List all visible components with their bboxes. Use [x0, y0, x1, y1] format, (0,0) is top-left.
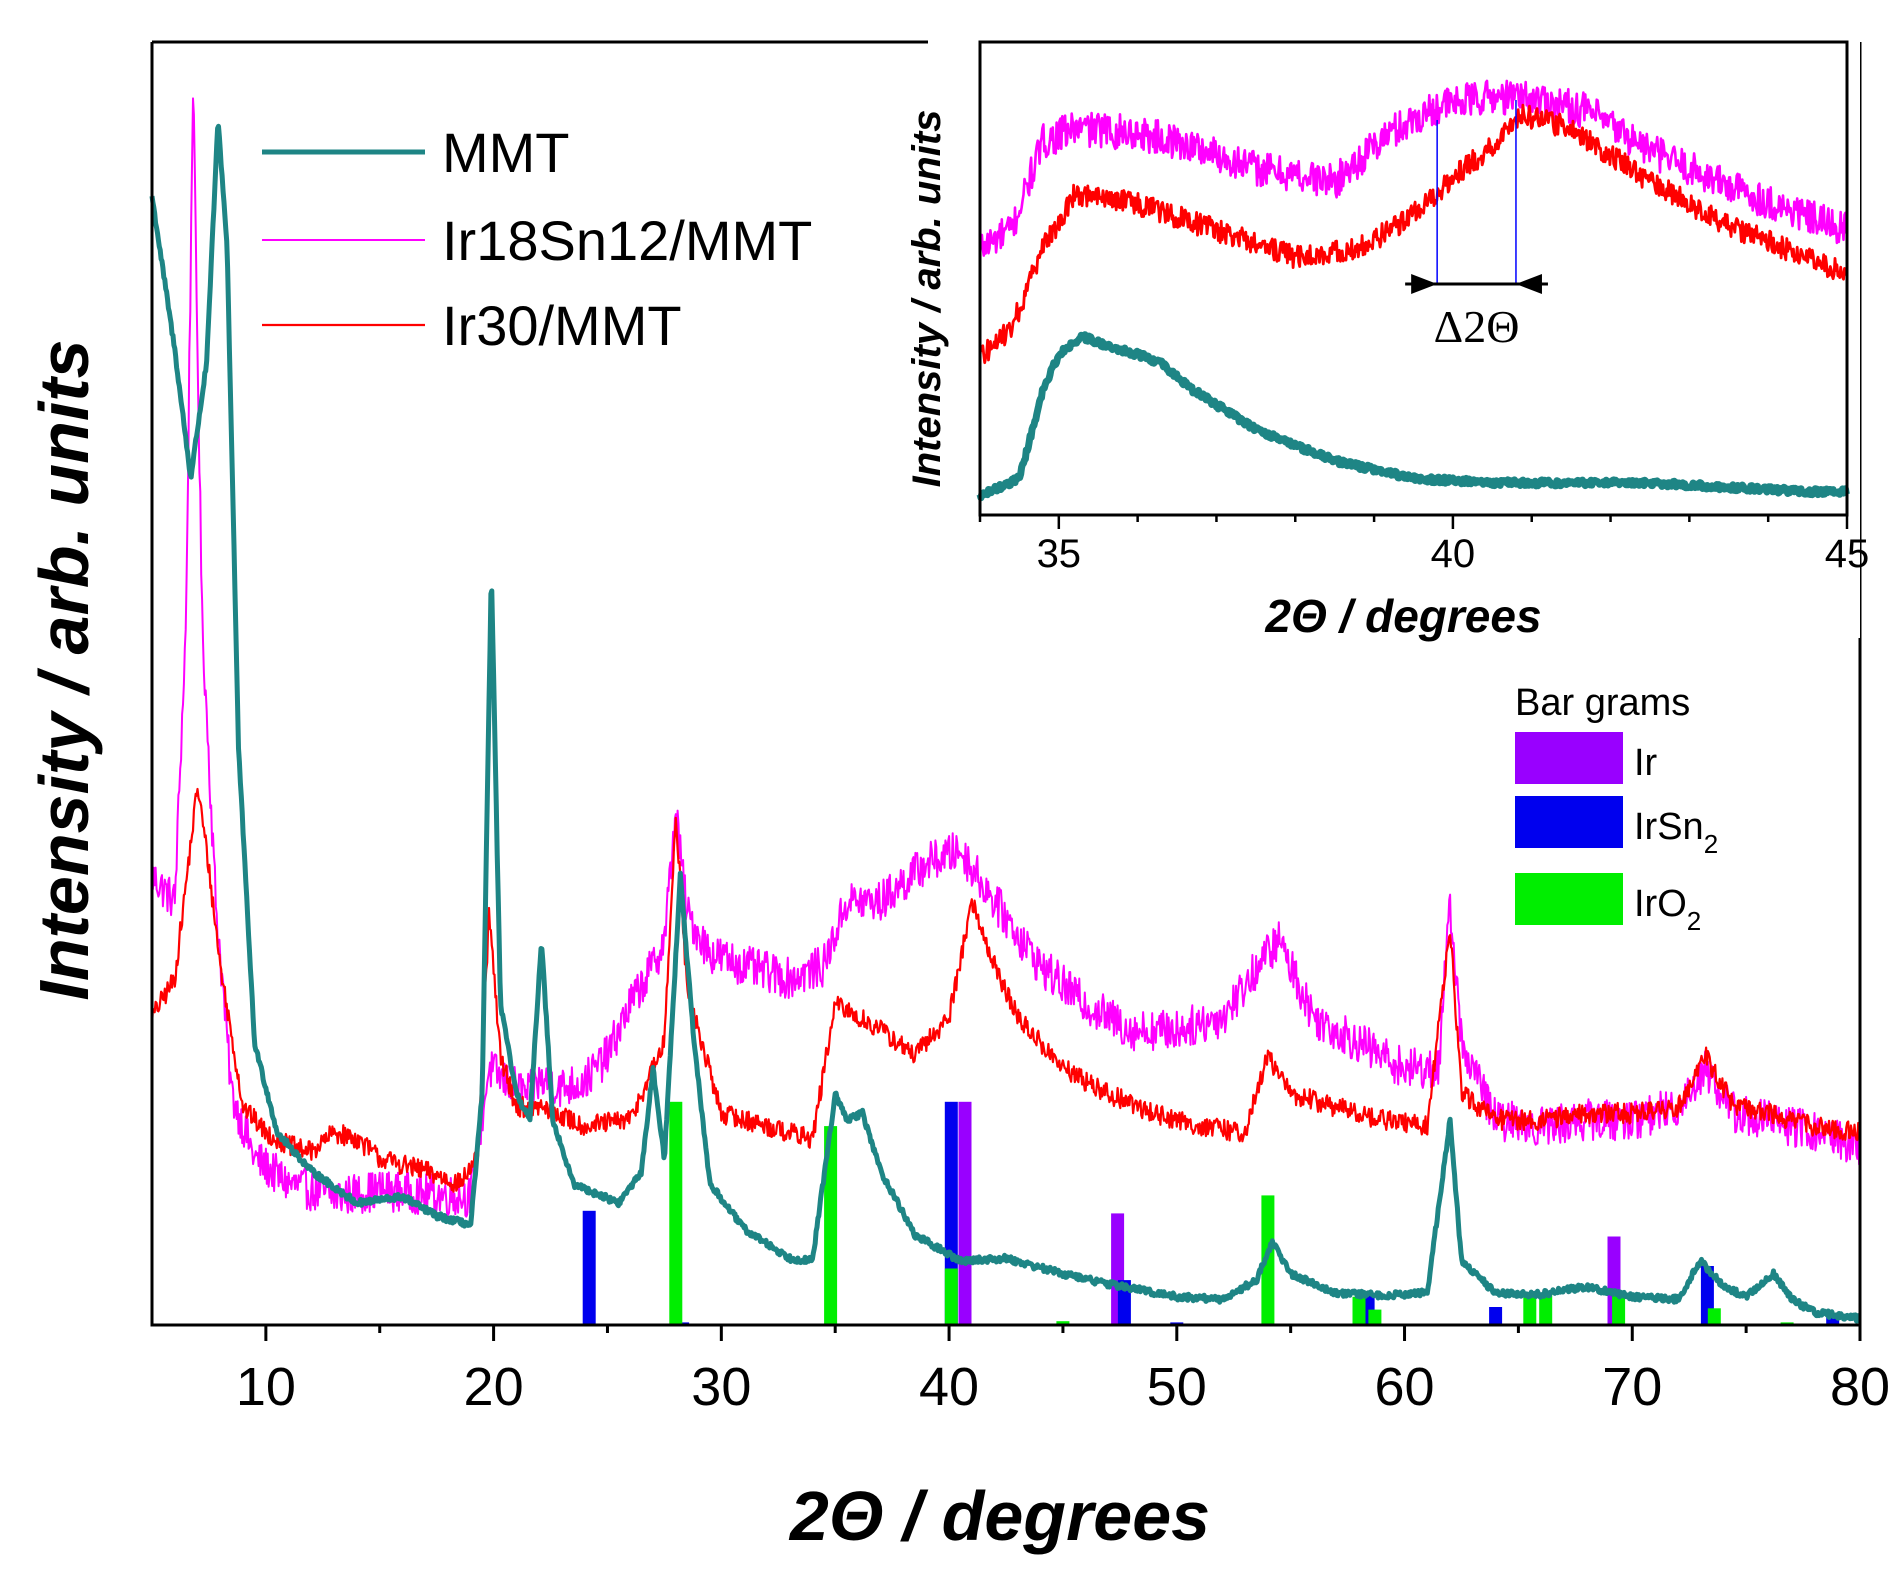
series-line-ir30-mmt	[150, 787, 1862, 1193]
bar-legend-swatch-1	[1515, 796, 1623, 848]
bar-irsn2-6	[1489, 1307, 1503, 1325]
bar-iro2-7	[1523, 1296, 1537, 1325]
series-line-ir18sn12-mmt	[151, 97, 1861, 1218]
bar-iro2-9	[1612, 1292, 1626, 1325]
inset-y-axis-label: Intensity / arb. units	[905, 110, 949, 488]
delta-arrow-right	[1515, 274, 1542, 294]
x-tick-label-40: 40	[919, 1357, 979, 1417]
x-tick-label-70: 70	[1602, 1357, 1662, 1417]
main-plot-frame	[150, 40, 1862, 1327]
inset-x-tick-label-35: 35	[1037, 532, 1082, 576]
bar-legend-subscript-2: 2	[1687, 906, 1701, 936]
inset-x-tick-label-45: 45	[1825, 532, 1870, 576]
bar-legend-swatch-0	[1515, 732, 1623, 784]
x-tick-label-80: 80	[1830, 1357, 1890, 1417]
series-line-mmt	[149, 123, 1862, 1324]
inset-x-tick-label-40: 40	[1431, 532, 1476, 576]
bar-iro2-4	[1261, 1195, 1275, 1325]
legend-label-0: MMT	[442, 121, 570, 184]
bar-iro2-6	[1368, 1309, 1382, 1325]
bar-iro2-2	[944, 1268, 958, 1325]
x-tick-label-50: 50	[1147, 1357, 1207, 1417]
delta-label: Δ2Θ	[1434, 301, 1520, 352]
inset-frame	[978, 40, 1849, 517]
bar-grams-legend: Bar grams Ir IrSn2 IrO2	[1515, 682, 1718, 936]
series-legend: MMT Ir18Sn12/MMT Ir30/MMT	[262, 121, 812, 357]
bar-legend-swatch-2	[1515, 873, 1623, 925]
bar-iro2-1	[824, 1126, 838, 1325]
inset-chart: Δ2Θ 35 40 45 2Θ / degrees Intensity / arb. un…	[905, 38, 1869, 642]
inset-series-line-ir18sn12-mmt	[978, 79, 1848, 257]
main-series-group	[149, 97, 1862, 1324]
bar-legend-title: Bar grams	[1515, 682, 1690, 724]
bar-iro2-0	[669, 1101, 683, 1325]
delta-arrow-left	[1411, 274, 1438, 294]
x-tick-label-10: 10	[236, 1357, 296, 1417]
bar-ir-0	[958, 1101, 972, 1325]
x-tick-label-60: 60	[1374, 1357, 1434, 1417]
x-tick-label-30: 30	[691, 1357, 751, 1417]
bar-iro2-8	[1539, 1294, 1553, 1325]
legend-label-2: Ir30/MMT	[442, 294, 682, 357]
bar-legend-label-1: IrSn2	[1634, 806, 1718, 859]
bar-legend-label-0: Ir	[1634, 742, 1658, 784]
bar-legend-subscript-1: 2	[1704, 829, 1718, 859]
main-x-axis: 10 20 30 40 50 60 70 80	[236, 1325, 1890, 1417]
bar-iro2-5	[1352, 1296, 1366, 1325]
inset-series-line-mmt	[976, 331, 1850, 502]
main-x-axis-label: 2Θ / degrees	[788, 1477, 1210, 1555]
x-tick-label-20: 20	[464, 1357, 524, 1417]
bar-irsn2-0	[582, 1210, 596, 1325]
inset-x-axis-label: 2Θ / degrees	[1264, 590, 1541, 642]
bar-iro2-3	[1056, 1321, 1070, 1325]
bar-irsn2-3	[1117, 1280, 1131, 1325]
main-axes	[150, 42, 1862, 1327]
legend-label-1: Ir18Sn12/MMT	[442, 209, 812, 272]
bar-legend-label-2: IrO2	[1634, 883, 1701, 936]
bar-irsn2-8	[1826, 1314, 1840, 1325]
bar-grams-group	[582, 1101, 1840, 1325]
main-y-axis-label: Intensity / arb. units	[25, 339, 103, 1000]
inset-series-line-ir30-mmt	[978, 103, 1848, 365]
bar-iro2-10	[1707, 1308, 1721, 1325]
